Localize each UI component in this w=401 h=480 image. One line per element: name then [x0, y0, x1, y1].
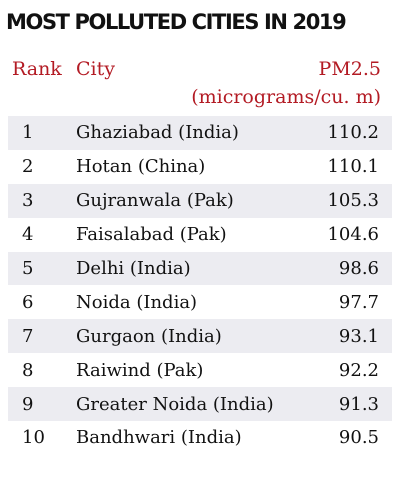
pm-value-cell: 104.6 [327, 224, 379, 246]
city-cell: Greater Noida (India) [76, 393, 274, 415]
pm-value-cell: 90.5 [338, 427, 379, 449]
table-row: 6 Noida (India) 97.7 [8, 285, 392, 319]
rank-cell: 2 [22, 156, 34, 178]
rank-cell: 4 [22, 224, 34, 246]
pollution-table: 1 Ghaziabad (India) 110.2 2 Hotan (China) 110… [8, 116, 392, 455]
rank-cell: 9 [22, 393, 34, 415]
city-cell: Hotan (China) [76, 156, 206, 178]
city-header: City [76, 58, 115, 80]
city-cell: Raiwind (Pak) [76, 359, 204, 381]
table-row: 10 Bandhwari (India) 90.5 [8, 421, 392, 455]
city-cell: Bandhwari (India) [76, 427, 242, 449]
pm-value-cell: 91.3 [338, 393, 379, 415]
city-cell: Noida (India) [76, 291, 198, 313]
chart-title: MOST POLLUTED CITIES IN 2019 [6, 10, 347, 34]
rank-cell: 7 [22, 325, 34, 347]
city-cell: Gujranwala (Pak) [76, 190, 234, 212]
city-cell: Delhi (India) [76, 258, 191, 279]
table-row: 2 Hotan (China) 110.1 [8, 150, 392, 184]
rank-cell: 8 [22, 359, 34, 381]
pm-unit-header: (micrograms/cu. m) [191, 86, 381, 108]
rank-cell: 5 [22, 258, 34, 279]
rank-header: Rank [12, 58, 62, 80]
pm-value-cell: 92.2 [338, 359, 379, 381]
pm-value-cell: 110.1 [327, 156, 379, 178]
city-cell: Gurgaon (India) [76, 325, 222, 347]
table-row: 8 Raiwind (Pak) 92.2 [8, 353, 392, 387]
rank-cell: 3 [22, 190, 34, 212]
pm-value-cell: 110.2 [327, 122, 379, 144]
rank-cell: 6 [22, 291, 34, 313]
pm-value-cell: 105.3 [327, 190, 379, 212]
pm-header: PM2.5 [318, 58, 381, 80]
city-cell: Faisalabad (Pak) [76, 224, 227, 246]
pm-value-cell: 93.1 [338, 325, 379, 347]
pm-value-cell: 97.7 [338, 291, 379, 313]
table-row: 5 Delhi (India) 98.6 [8, 251, 392, 286]
table-row: 9 Greater Noida (India) 91.3 [8, 387, 392, 422]
pm-value-cell: 98.6 [338, 258, 379, 279]
rank-cell: 10 [22, 427, 45, 449]
table-row: 1 Ghaziabad (India) 110.2 [8, 116, 392, 150]
table-row: 4 Faisalabad (Pak) 104.6 [8, 218, 392, 252]
table-row: 3 Gujranwala (Pak) 105.3 [8, 183, 392, 218]
table-row: 7 Gurgaon (India) 93.1 [8, 319, 392, 354]
rank-cell: 1 [22, 122, 34, 144]
city-cell: Ghaziabad (India) [76, 122, 239, 144]
